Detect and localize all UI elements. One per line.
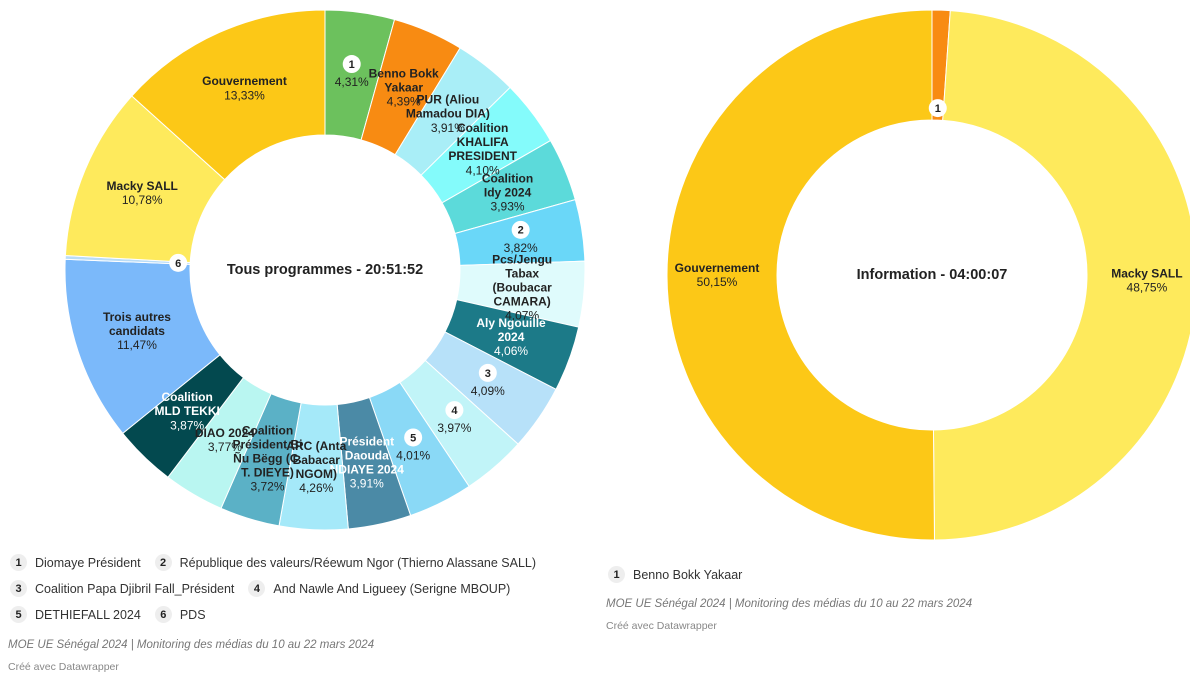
slice-value-label: 4,39% xyxy=(387,94,421,108)
slice-value-label: 3,87% xyxy=(170,418,204,432)
legend-key: 1 xyxy=(10,554,27,571)
credit: Créé avec Datawrapper xyxy=(8,661,119,673)
donut-slice xyxy=(932,10,1190,541)
slice-badge: 5 xyxy=(410,432,416,444)
legend-item: 3 Coalition Papa Djibril Fall_Président xyxy=(10,580,234,597)
legend-label: And Nawle And Ligueey (Serigne MBOUP) xyxy=(273,581,511,596)
slice-label: Pcs/Jengu Tabax (Boubacar CAMARA) xyxy=(492,253,552,309)
legend-item: 5 DETHIEFALL 2024 xyxy=(10,606,141,623)
slice-value-label: 3,77% xyxy=(208,440,242,454)
credit: Créé avec Datawrapper xyxy=(606,620,717,632)
legend-key: 2 xyxy=(154,554,172,571)
slice-value-label: 48,75% xyxy=(1127,281,1168,295)
slice-value-label: 4,26% xyxy=(299,481,333,495)
slice-value-label: 13,33% xyxy=(224,88,265,102)
slice-label: Coalition MLD TEKKI xyxy=(155,390,220,418)
center-label: Information - 04:00:07 xyxy=(857,267,1008,283)
slice-value-label: 4,10% xyxy=(466,163,500,177)
legend-key: 6 xyxy=(154,606,172,623)
source: MOE UE Sénégal 2024 | Monitoring des méd… xyxy=(606,598,973,610)
legend-item: 4 And Nawle And Ligueey (Serigne MBOUP) xyxy=(248,580,510,597)
slice-label: Benno Bokk Yakaar xyxy=(369,66,439,94)
slice-value-label: 3,82% xyxy=(504,241,538,255)
slice-value-label: 50,15% xyxy=(697,275,738,289)
slice-badge: 3 xyxy=(485,368,491,380)
slice-value-label: 4,09% xyxy=(471,384,505,398)
legend-label: Diomaye Président xyxy=(35,555,141,570)
legend-key: 5 xyxy=(10,606,27,623)
slice-label: Macky SALL xyxy=(1111,267,1182,281)
slice-label: Trois autres candidats xyxy=(103,310,171,338)
slice-badge: 1 xyxy=(935,103,941,115)
slice-value-label: 3,72% xyxy=(250,480,284,494)
legend-item: 1 Diomaye Président xyxy=(10,554,141,571)
slice-label: Coalition KHALIFA PRESIDENT xyxy=(448,121,517,163)
slice-value-label: 4,06% xyxy=(494,344,528,358)
slice-value-label: 10,78% xyxy=(122,193,163,207)
slice-value-label: 3,97% xyxy=(437,421,471,435)
slice-badge: 6 xyxy=(175,258,181,270)
slice-value-label: 3,93% xyxy=(491,200,525,214)
slice-label: ARC (Anta Babacar NGOM) xyxy=(286,439,346,481)
center-label: Tous programmes - 20:51:52 xyxy=(227,262,423,278)
legend: 1 Benno Bokk Yakaar xyxy=(608,566,1168,583)
donut-slice xyxy=(666,9,936,541)
slice-value-label: 3,91% xyxy=(431,121,465,135)
slice-value-label: 4,01% xyxy=(396,449,430,463)
slice-badge: 4 xyxy=(451,405,458,417)
legend: 1 Diomaye Président 2 République des valeur… xyxy=(10,554,570,623)
legend-item: 2 République des valeurs/Réewum Ngor (Thi… xyxy=(154,554,537,571)
badge-circle xyxy=(928,99,947,118)
legend-key: 3 xyxy=(10,580,27,597)
badge-circle xyxy=(342,55,361,74)
donut-slice xyxy=(131,9,326,181)
slice-label: Macky SALL xyxy=(107,179,178,193)
slice-value-label: 4,31% xyxy=(335,75,369,89)
badge-circle xyxy=(478,363,497,382)
slice-label: DIAO 2024 xyxy=(195,426,255,440)
legend-item: 6 PDS xyxy=(154,606,206,623)
badge-circle xyxy=(169,253,188,272)
legend-label: PDS xyxy=(179,607,206,622)
badge-circle xyxy=(511,220,530,239)
slice-label: Gouvernement xyxy=(675,261,760,275)
source: MOE UE Sénégal 2024 | Monitoring des méd… xyxy=(8,639,375,651)
slice-label: PUR (Aliou Mamadou DIA) xyxy=(406,93,490,121)
slice-value-label: 11,47% xyxy=(117,338,157,352)
slice-label: Coalition Président Bi Ñu Bëgg (C. T. DIEYE… xyxy=(232,424,302,480)
slice-value-label: 3,91% xyxy=(350,477,384,491)
legend-label: Coalition Papa Djibril Fall_Président xyxy=(35,581,235,596)
legend-key: 1 xyxy=(608,566,625,583)
slice-label: Président Daouda NDIAYE 2024 xyxy=(330,435,405,477)
legend-label: Benno Bokk Yakaar xyxy=(633,567,743,582)
badge-circle xyxy=(404,428,423,447)
slice-badge: 2 xyxy=(518,225,524,237)
legend-label: République des valeurs/Réewum Ngor (Thie… xyxy=(179,555,537,570)
badge-circle xyxy=(445,401,464,420)
slice-label: Gouvernement xyxy=(202,74,287,88)
slice-label: Aly Ngouille 2024 xyxy=(476,316,546,344)
slice-label: Coalition Idy 2024 xyxy=(482,172,533,200)
legend-key: 4 xyxy=(248,580,266,597)
legend-item: 1 Benno Bokk Yakaar xyxy=(608,566,742,583)
legend-label: DETHIEFALL 2024 xyxy=(35,607,141,622)
slice-value-label: 4,07% xyxy=(505,309,539,323)
slice-badge: 1 xyxy=(349,59,355,71)
